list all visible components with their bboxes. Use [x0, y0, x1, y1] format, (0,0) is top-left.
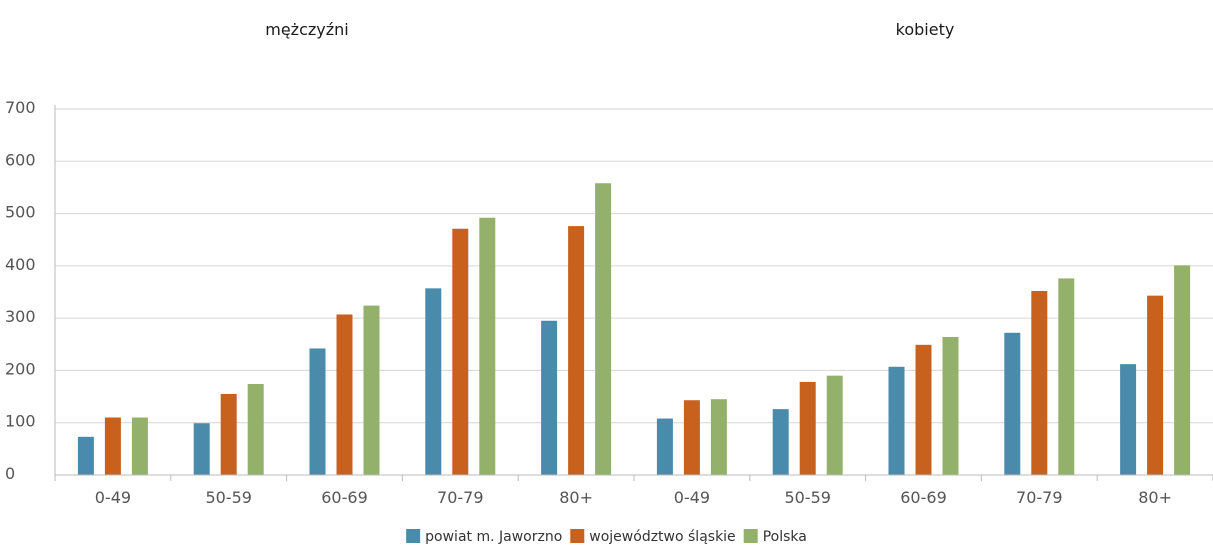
bar[interactable] — [942, 336, 959, 475]
x-tick-label: 50-59 — [784, 488, 831, 507]
x-axis: 0-49 50-59 60-69 70-79 80+ 0-49 50-59 60-69 70-7… — [54, 105, 1213, 507]
bar[interactable] — [656, 418, 673, 475]
x-tick-label: 80+ — [559, 488, 593, 507]
y-tick-label: 300 — [5, 307, 36, 326]
bar[interactable] — [541, 320, 558, 475]
bar[interactable] — [247, 384, 264, 475]
legend-swatch — [406, 529, 421, 543]
bar[interactable] — [1058, 278, 1075, 475]
y-tick-label: 0 — [5, 464, 15, 483]
bar[interactable] — [888, 366, 905, 475]
bar[interactable] — [683, 400, 700, 475]
bar[interactable] — [193, 423, 210, 475]
bar[interactable] — [1120, 364, 1137, 475]
x-tick-label: 60-69 — [900, 488, 947, 507]
x-tick-label: 0-49 — [674, 488, 710, 507]
bar[interactable] — [220, 393, 237, 475]
bar[interactable] — [772, 409, 789, 475]
y-tick-label: 700 — [5, 98, 36, 117]
bar[interactable] — [479, 217, 496, 476]
bar[interactable] — [799, 381, 816, 475]
legend-swatch — [743, 529, 758, 543]
legend-label[interactable]: województwo śląskie — [589, 529, 735, 545]
y-tick-label: 500 — [5, 203, 36, 222]
group-title-women: kobiety — [896, 20, 955, 39]
bar[interactable] — [1174, 265, 1191, 475]
bar[interactable] — [425, 288, 442, 475]
y-tick-label: 100 — [5, 412, 36, 431]
legend-label[interactable]: Polska — [763, 529, 807, 545]
legend: powiat m. Jaworzno województwo śląskie Pol… — [406, 529, 807, 545]
bars — [77, 183, 1191, 476]
bar[interactable] — [1031, 290, 1048, 475]
legend-swatch — [570, 529, 585, 543]
x-tick-label: 80+ — [1138, 488, 1172, 507]
bar[interactable] — [309, 348, 326, 475]
bar[interactable] — [710, 399, 727, 475]
bar[interactable] — [77, 436, 94, 475]
bar[interactable] — [131, 417, 148, 475]
bar[interactable] — [363, 305, 380, 475]
group-title-men: mężczyźni — [265, 20, 348, 39]
bar[interactable] — [915, 344, 932, 475]
y-axis: 0 100 200 300 400 500 600 700 — [5, 98, 36, 483]
bar[interactable] — [1147, 295, 1164, 475]
bar[interactable] — [1004, 332, 1021, 475]
bar[interactable] — [595, 183, 612, 475]
x-tick-label: 60-69 — [321, 488, 368, 507]
x-tick-label: 70-79 — [1016, 488, 1063, 507]
y-tick-label: 200 — [5, 359, 36, 378]
bar[interactable] — [452, 228, 469, 475]
bar[interactable] — [104, 417, 121, 475]
x-tick-label: 50-59 — [205, 488, 252, 507]
x-tick-label: 0-49 — [95, 488, 131, 507]
bar[interactable] — [568, 226, 585, 475]
y-tick-label: 400 — [5, 255, 36, 274]
gridlines — [55, 108, 1213, 424]
y-tick-label: 600 — [5, 150, 36, 169]
bar[interactable] — [826, 375, 843, 475]
bar[interactable] — [336, 314, 353, 475]
x-tick-label: 70-79 — [437, 488, 484, 507]
legend-label[interactable]: powiat m. Jaworzno — [425, 529, 562, 545]
